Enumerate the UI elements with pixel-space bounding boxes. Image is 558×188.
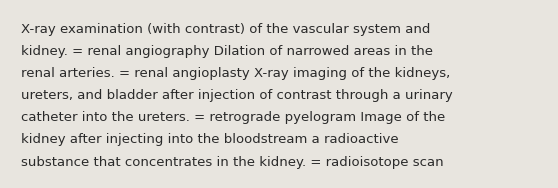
Text: substance that concentrates in the kidney. = radioisotope scan: substance that concentrates in the kidne…: [21, 156, 444, 169]
Text: kidney. = renal angiography Dilation of narrowed areas in the: kidney. = renal angiography Dilation of …: [21, 45, 433, 58]
Text: renal arteries. = renal angioplasty X-ray imaging of the kidneys,: renal arteries. = renal angioplasty X-ra…: [21, 67, 450, 80]
Text: X-ray examination (with contrast) of the vascular system and: X-ray examination (with contrast) of the…: [21, 23, 431, 36]
Text: kidney after injecting into the bloodstream a radioactive: kidney after injecting into the bloodstr…: [21, 133, 399, 146]
Text: ureters, and bladder after injection of contrast through a urinary: ureters, and bladder after injection of …: [21, 89, 453, 102]
Text: catheter into the ureters. = retrograde pyelogram Image of the: catheter into the ureters. = retrograde …: [21, 111, 445, 124]
